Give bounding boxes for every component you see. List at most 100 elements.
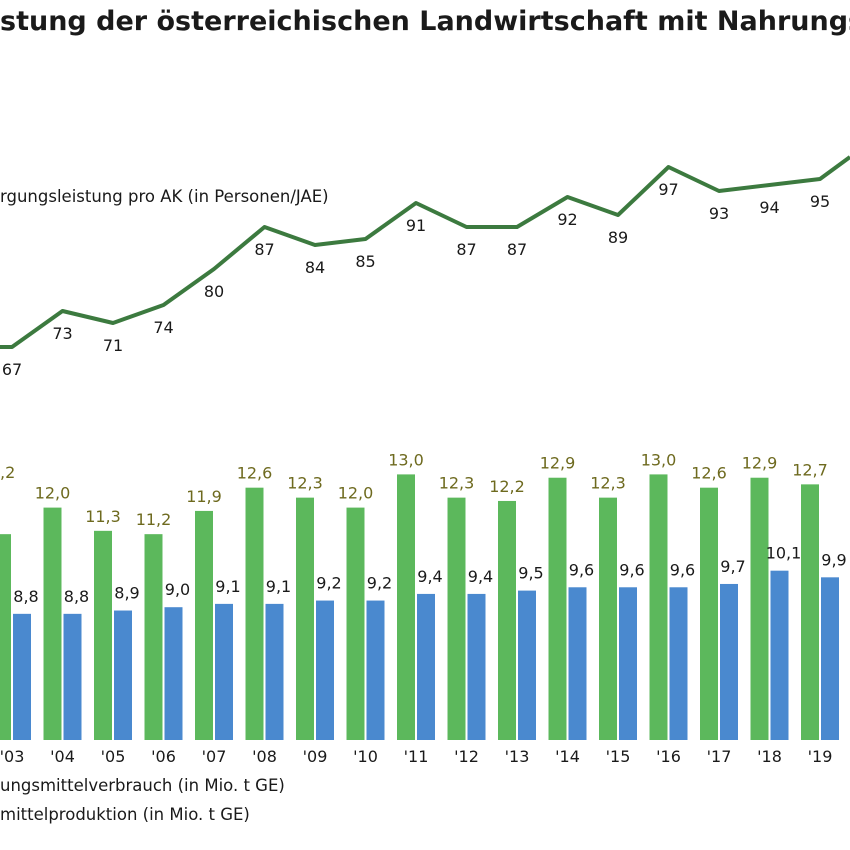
bar-production [265, 603, 284, 740]
data-label-consumption: 11,9 [186, 487, 222, 506]
data-label-production: 9,4 [468, 567, 493, 586]
data-label-line: 80 [204, 282, 224, 301]
data-label-production: 8,9 [114, 584, 139, 603]
data-label-production: 9,1 [215, 577, 240, 596]
bar-consumption [43, 507, 62, 740]
bar-production [821, 577, 839, 740]
bar-consumption [548, 477, 567, 740]
data-label-consumption: 11,2 [136, 510, 172, 529]
x-tick-label: '06 [151, 747, 176, 766]
data-label-consumption: 12,2 [489, 477, 525, 496]
bar-consumption [296, 497, 314, 740]
bar-consumption [750, 477, 769, 740]
bar-consumption [801, 484, 819, 740]
data-label-production: 9,7 [720, 557, 745, 576]
data-label-line: 95 [810, 192, 830, 211]
data-label-consumption: 12,9 [742, 454, 778, 473]
data-label-production: 9,6 [569, 560, 594, 579]
x-tick-label: '10 [353, 747, 378, 766]
data-label-line: 85 [355, 252, 375, 271]
data-label-production: 9,4 [417, 567, 442, 586]
bar-production [114, 610, 132, 740]
data-label-consumption: 13,0 [641, 450, 677, 469]
bar-production [417, 593, 435, 740]
data-label-production: 9,0 [165, 580, 190, 599]
data-label-consumption: 13,0 [388, 450, 424, 469]
x-tick-label: '05 [101, 747, 126, 766]
x-tick-label: '19 [808, 747, 833, 766]
x-tick-label: '08 [252, 747, 277, 766]
data-label-line: 91 [406, 216, 426, 235]
bar-group: 8,8 12,0 8,8 11,3 8,9 11,2 9,0 11,9 9,1 12,6 9,1 12… [0, 450, 847, 740]
data-label-production: 8,8 [13, 587, 38, 606]
x-tick-label: '14 [555, 747, 580, 766]
bar-consumption [195, 510, 213, 740]
x-tick-label: '15 [606, 747, 631, 766]
data-label-line: 97 [658, 180, 678, 199]
data-label-consumption: 12,3 [439, 474, 475, 493]
x-tick-label: '03 [0, 747, 24, 766]
data-label-consumption: 12,0 [35, 484, 71, 503]
data-label-production: 9,5 [518, 564, 543, 583]
data-label-consumption: 12,0 [338, 484, 374, 503]
data-label-line: 84 [305, 258, 325, 277]
data-label-line: 87 [456, 240, 476, 259]
bar-production [13, 613, 31, 740]
data-label-production: 9,9 [821, 550, 846, 569]
line-group: 67 73 71 74 80 87 84 85 91 87 87 92 89 97 93 94 95 [0, 155, 850, 379]
bar-consumption [245, 487, 264, 740]
data-label-line: 74 [153, 318, 173, 337]
data-label-consumption: 12,7 [792, 460, 828, 479]
bar-production [518, 590, 536, 740]
data-label-line: 87 [507, 240, 527, 259]
bar-consumption [599, 497, 617, 740]
x-tick-label: '04 [50, 747, 75, 766]
bar-production [215, 603, 233, 740]
data-label-consumption: 11,3 [85, 507, 121, 526]
data-label-line: 67 [2, 360, 22, 379]
data-label-line: 94 [759, 198, 779, 217]
line-series-path [0, 155, 850, 349]
bar-production [619, 587, 637, 740]
bar-consumption [144, 534, 163, 740]
bar-production [164, 607, 183, 740]
data-label-consumption: 12,3 [287, 474, 323, 493]
data-label-consumption: 12,9 [540, 454, 576, 473]
data-label-line: 89 [608, 228, 628, 247]
bar-production [316, 600, 334, 740]
x-tick-label: '16 [656, 747, 681, 766]
x-axis-ticks: '03 '04 '05 '06 '07 '08 '09 '10 '11 '12 '13 '14 '15 '… [0, 747, 832, 766]
bar-production [366, 600, 385, 740]
x-tick-label: '17 [707, 747, 732, 766]
bar-production [669, 587, 688, 740]
bar-production [467, 593, 486, 740]
data-label-consumption: 12,6 [237, 464, 273, 483]
bar-production [770, 570, 789, 740]
chart-title: stung der österreichischen Landwirtschaf… [0, 6, 850, 37]
bar-production [63, 613, 82, 740]
bar-consumption [498, 500, 516, 740]
data-label-line: 93 [709, 204, 729, 223]
data-label-line: 73 [52, 324, 72, 343]
x-tick-label: '07 [202, 747, 227, 766]
data-label-consumption: 12,6 [691, 464, 727, 483]
bar-consumption [346, 507, 365, 740]
data-label-production: 10,1 [766, 544, 802, 563]
bar-consumption [447, 497, 466, 740]
x-tick-label: '09 [303, 747, 328, 766]
data-label-production: 9,6 [619, 560, 644, 579]
bar-consumption [700, 487, 718, 740]
data-label-production: 9,2 [367, 574, 392, 593]
bar-consumption [94, 530, 112, 740]
legend-item-consumption: ungsmittelverbrauch (in Mio. t GE) [0, 776, 285, 795]
legend-item-production: mittelproduktion (in Mio. t GE) [0, 805, 250, 824]
bar-production [568, 587, 587, 740]
data-label-line: 92 [557, 210, 577, 229]
x-tick-label: '13 [505, 747, 530, 766]
data-label-production: 9,1 [266, 577, 291, 596]
line-series-label: rgungsleistung pro AK (in Personen/JAE) [0, 187, 329, 206]
bar-consumption [0, 534, 11, 740]
x-tick-label: '12 [454, 747, 479, 766]
x-tick-label: '18 [757, 747, 782, 766]
